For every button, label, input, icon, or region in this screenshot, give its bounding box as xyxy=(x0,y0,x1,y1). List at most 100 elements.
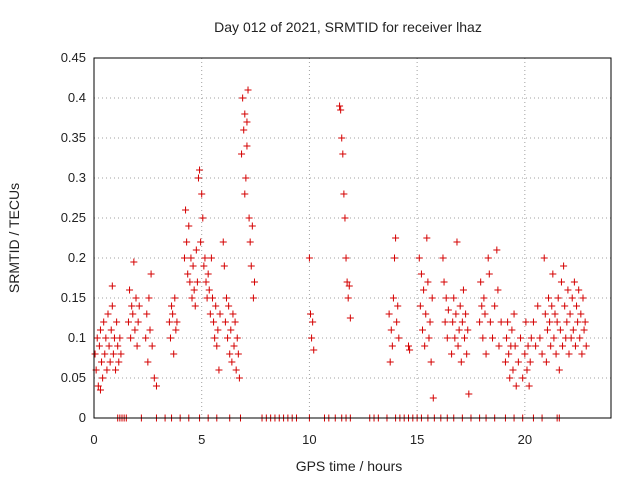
data-point xyxy=(393,318,401,326)
data-point xyxy=(339,150,347,158)
data-point xyxy=(553,318,561,326)
data-point xyxy=(459,286,467,294)
data-point xyxy=(336,102,344,110)
data-point xyxy=(193,278,201,286)
data-point xyxy=(170,350,178,358)
data-point xyxy=(554,294,562,302)
data-point xyxy=(168,302,176,310)
data-point xyxy=(225,302,233,310)
data-point xyxy=(449,318,457,326)
data-point xyxy=(338,134,346,142)
data-point xyxy=(133,342,141,350)
data-point xyxy=(198,190,206,198)
data-point xyxy=(481,310,489,318)
data-point xyxy=(309,318,317,326)
data-point xyxy=(421,342,429,350)
data-point xyxy=(205,286,213,294)
data-point xyxy=(395,334,403,342)
data-point xyxy=(451,334,459,342)
data-point xyxy=(214,326,222,334)
data-point xyxy=(392,234,400,242)
data-point xyxy=(510,310,518,318)
data-point xyxy=(575,286,583,294)
data-point xyxy=(96,386,104,394)
data-point xyxy=(489,334,497,342)
data-point xyxy=(482,350,490,358)
data-point xyxy=(419,326,427,334)
data-point xyxy=(210,318,218,326)
data-point xyxy=(201,254,209,262)
data-point xyxy=(230,342,238,350)
data-point xyxy=(504,318,512,326)
data-point xyxy=(529,318,537,326)
data-point xyxy=(450,294,458,302)
data-point xyxy=(91,350,99,358)
data-point xyxy=(243,142,251,150)
data-point xyxy=(99,374,107,382)
data-point xyxy=(444,306,452,314)
data-point xyxy=(250,278,258,286)
data-point xyxy=(227,326,235,334)
data-point xyxy=(550,334,558,342)
data-point xyxy=(148,342,156,350)
data-point xyxy=(94,382,102,390)
data-point xyxy=(522,318,530,326)
x-axis-label: GPS time / hours xyxy=(296,458,403,474)
data-point xyxy=(224,334,232,342)
y-tick-label: 0.15 xyxy=(61,290,86,305)
data-point xyxy=(147,270,155,278)
data-point xyxy=(452,310,460,318)
data-point xyxy=(204,270,212,278)
x-tick-labels: 0 5 10 15 20 xyxy=(90,432,532,447)
data-point xyxy=(197,238,205,246)
data-point xyxy=(124,318,132,326)
data-point xyxy=(107,326,115,334)
data-point xyxy=(386,358,394,366)
data-point xyxy=(425,334,433,342)
data-point xyxy=(576,334,584,342)
data-point xyxy=(241,110,249,118)
data-point xyxy=(455,326,463,334)
data-point xyxy=(478,302,486,310)
data-point xyxy=(569,326,577,334)
data-point xyxy=(196,166,204,174)
data-point xyxy=(454,342,462,350)
data-point xyxy=(477,278,485,286)
data-point xyxy=(389,294,397,302)
data-point xyxy=(221,318,229,326)
data-point xyxy=(104,310,112,318)
data-point xyxy=(337,106,345,114)
x-tick-label: 15 xyxy=(410,432,424,447)
data-point xyxy=(239,94,247,102)
data-point xyxy=(150,374,158,382)
y-tick-label: 0.2 xyxy=(68,250,86,265)
data-point xyxy=(568,294,576,302)
data-point xyxy=(462,310,470,318)
y-tick-label: 0.35 xyxy=(61,130,86,145)
data-point xyxy=(476,318,484,326)
data-point xyxy=(180,254,188,262)
data-point xyxy=(525,382,533,390)
data-point xyxy=(523,366,531,374)
data-point xyxy=(385,310,393,318)
data-point xyxy=(109,350,117,358)
data-point xyxy=(212,302,220,310)
data-point xyxy=(521,350,529,358)
data-point xyxy=(546,318,554,326)
x-tick-label: 20 xyxy=(518,432,532,447)
data-point xyxy=(577,310,585,318)
data-point xyxy=(101,350,109,358)
data-point xyxy=(532,342,540,350)
data-point xyxy=(538,350,546,358)
data-point xyxy=(557,278,565,286)
data-point xyxy=(416,302,424,310)
data-point xyxy=(457,358,465,366)
y-axis-label: SRMTID / TECUs xyxy=(6,183,22,293)
data-point xyxy=(388,342,396,350)
data-point xyxy=(420,286,428,294)
data-point xyxy=(231,318,239,326)
data-point xyxy=(190,286,198,294)
data-point xyxy=(188,294,196,302)
data-point xyxy=(443,334,451,342)
